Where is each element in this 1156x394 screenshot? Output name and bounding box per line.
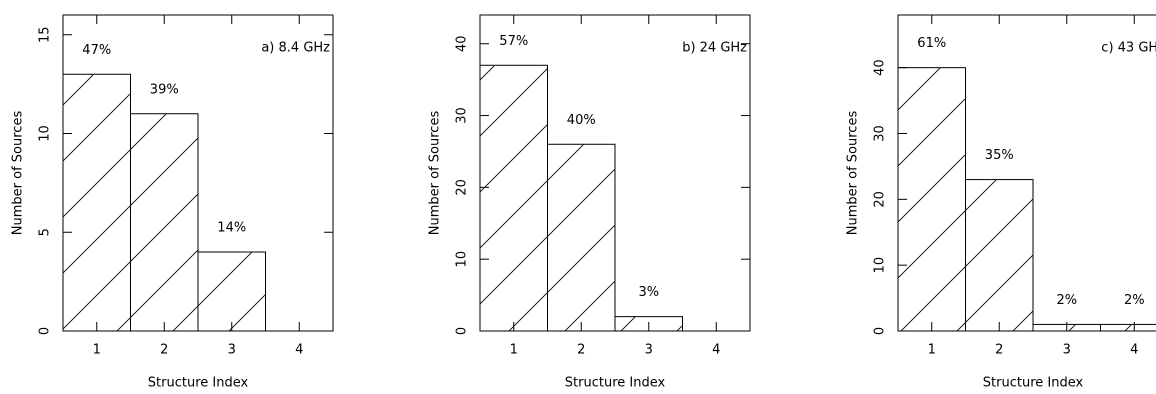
y-axis-label: Number of Sources	[428, 111, 443, 236]
x-tick-label: 3	[228, 343, 236, 358]
x-tick-label: 2	[995, 343, 1003, 358]
bar	[62, 73, 131, 332]
panel-title: c) 43 GHz	[1101, 41, 1156, 56]
x-tick-label: 4	[1130, 343, 1138, 358]
x-tick-label: 4	[295, 343, 303, 358]
bar	[965, 179, 1034, 332]
y-tick-label: 10	[455, 251, 470, 268]
bar	[547, 143, 616, 332]
y-tick-label: 10	[873, 257, 888, 274]
y-tick-label: 10	[38, 125, 53, 142]
x-axis-label: Structure Index	[983, 376, 1084, 391]
bar	[479, 64, 548, 332]
y-tick-label: 0	[873, 327, 888, 335]
y-tick-label: 15	[38, 26, 53, 43]
x-tick-label: 3	[1063, 343, 1071, 358]
bar	[130, 113, 199, 332]
x-axis-label: Structure Index	[565, 376, 666, 391]
bar	[197, 251, 266, 332]
bar-annotation: 47%	[82, 43, 111, 58]
bar-annotation: 40%	[567, 113, 596, 128]
x-tick-label: 1	[93, 343, 101, 358]
bar	[897, 67, 966, 332]
y-tick-label: 0	[38, 327, 53, 335]
x-tick-label: 1	[510, 343, 518, 358]
x-tick-label: 1	[928, 343, 936, 358]
y-tick-label: 5	[38, 228, 53, 236]
y-tick-label: 30	[455, 107, 470, 124]
bar-annotation: 61%	[917, 36, 946, 51]
panel-title: a) 8.4 GHz	[261, 41, 330, 56]
x-tick-label: 2	[160, 343, 168, 358]
bar-annotation: 2%	[1124, 293, 1145, 308]
y-tick-label: 20	[873, 191, 888, 208]
bar-annotation: 57%	[499, 34, 528, 49]
y-tick-label: 30	[873, 125, 888, 142]
y-axis-label: Number of Sources	[846, 111, 861, 236]
bar-annotation: 3%	[638, 285, 659, 300]
y-axis-label: Number of Sources	[11, 111, 26, 236]
bar-annotation: 2%	[1056, 293, 1077, 308]
x-tick-label: 3	[645, 343, 653, 358]
panel-title: b) 24 GHz	[682, 41, 747, 56]
plot-frame	[62, 14, 334, 332]
bar-annotation: 39%	[150, 82, 179, 97]
x-axis-label: Structure Index	[148, 376, 249, 391]
x-tick-label: 4	[712, 343, 720, 358]
y-tick-label: 0	[455, 327, 470, 335]
plot-frame	[479, 14, 751, 332]
x-tick-label: 2	[577, 343, 585, 358]
bar-annotation: 35%	[985, 148, 1014, 163]
plot-frame	[897, 14, 1156, 332]
y-tick-label: 40	[873, 59, 888, 76]
y-tick-label: 40	[455, 35, 470, 52]
y-tick-label: 20	[455, 179, 470, 196]
bar-annotation: 14%	[217, 221, 246, 236]
bar	[1100, 323, 1156, 332]
